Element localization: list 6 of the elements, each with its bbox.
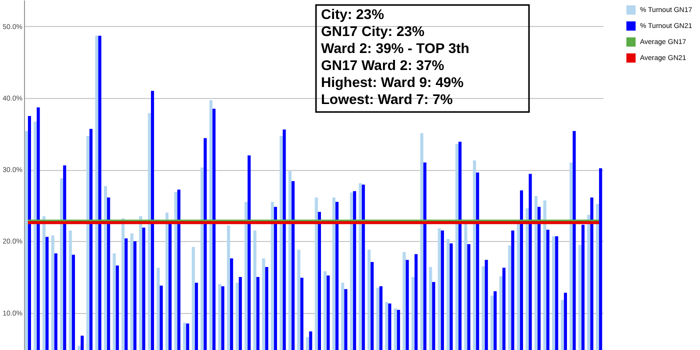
annotation: GN17 City: 23%: [321, 23, 426, 39]
annotation: GN17 Ward 2: 37%: [321, 57, 445, 73]
annotation: Highest: Ward 9: 49%: [321, 74, 464, 90]
annotation: Ward 2: 39% - TOP 3th: [321, 40, 470, 56]
annotation: City: 23%: [321, 6, 385, 22]
annotation: Lowest: Ward 7: 7%: [321, 91, 454, 107]
